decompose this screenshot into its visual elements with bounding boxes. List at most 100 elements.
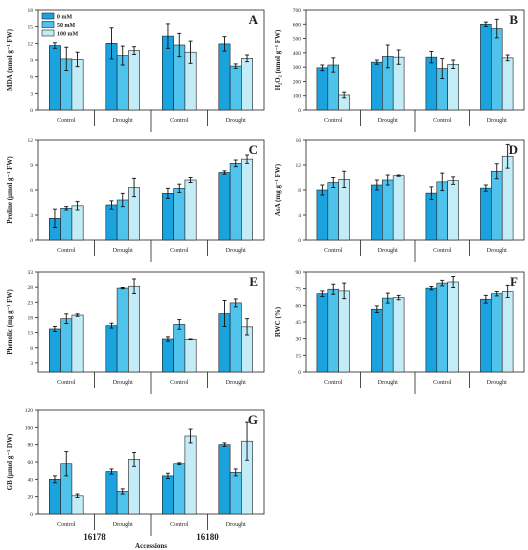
bar-100mm — [501, 57, 514, 111]
bar-50mm — [60, 208, 73, 241]
legend-label: 100 mM — [57, 32, 78, 38]
y-tick-label: 16 — [296, 138, 302, 144]
bar-100mm — [241, 58, 253, 111]
y-tick-label: 75 — [296, 287, 302, 293]
y-tick-label: 8 — [298, 188, 301, 194]
bar-50mm — [116, 491, 129, 515]
bar-100mm — [184, 435, 197, 515]
category-label: Drought — [378, 248, 398, 254]
bar-50mm — [116, 287, 129, 373]
y-tick-label: 15 — [28, 25, 34, 31]
y-tick-label: 80 — [28, 443, 34, 449]
category-label: Drought — [226, 118, 246, 124]
bar-0mm — [316, 67, 329, 111]
bar-50mm — [229, 65, 242, 111]
category-label: Drought — [378, 118, 398, 124]
y-tick-label: 23 — [28, 300, 34, 306]
panel-a: 0 3 6 9 12 15 18 MDA (nmol g⁻¹ FW) A Control Droug… — [6, 8, 265, 132]
bar-0mm — [425, 56, 438, 111]
bar-0mm — [371, 61, 383, 111]
y-tick-label: 0 — [30, 512, 33, 518]
x-axis-title: Accessions — [135, 542, 167, 550]
panel-letter: F — [510, 274, 518, 289]
y-tick-label: 9 — [30, 163, 33, 169]
y-tick-label: 100 — [25, 425, 34, 431]
category-label: Control — [170, 380, 189, 386]
category-label: Control — [324, 118, 343, 124]
panel-letter: A — [249, 12, 259, 27]
y-tick-label: 0 — [298, 238, 301, 244]
bar-50mm — [490, 28, 503, 111]
bar-0mm — [371, 308, 383, 373]
category-label: Drought — [113, 522, 133, 528]
category-label: Drought — [226, 522, 246, 528]
bar-100mm — [392, 56, 405, 111]
bar-50mm — [436, 282, 448, 373]
bar-50mm — [490, 170, 503, 241]
panel-b: 0 100 200 300 400 500 600 700 H₂O₂ (nmol g⁻¹ FW)… — [274, 8, 525, 132]
y-tick-label: 30 — [296, 337, 302, 343]
accession-label: 16180 — [196, 532, 219, 542]
bar-0mm — [316, 293, 329, 373]
y-tick-label: 100 — [293, 94, 302, 100]
y-tick-label: 28 — [28, 285, 34, 291]
bar-0mm — [425, 192, 438, 241]
bar-0mm — [105, 325, 118, 373]
y-tick-label: 20 — [28, 495, 34, 501]
y-tick-label: 18 — [28, 8, 34, 14]
category-label: Control — [433, 248, 452, 254]
category-label: Drought — [226, 248, 246, 254]
category-label: Control — [57, 248, 76, 254]
category-label: Control — [57, 118, 76, 124]
y-tick-label: 12 — [296, 163, 302, 169]
bar-50mm — [490, 293, 503, 373]
y-tick-label: 200 — [293, 79, 302, 85]
bar-100mm — [241, 158, 253, 241]
y-tick-label: 0 — [30, 108, 33, 114]
bar-100mm — [338, 179, 350, 241]
bar-50mm — [173, 324, 186, 373]
bar-50mm — [229, 302, 242, 373]
y-tick-label: 0 — [298, 108, 301, 114]
bar-0mm — [48, 45, 61, 111]
bar-0mm — [316, 189, 329, 241]
bar-0mm — [162, 338, 174, 373]
y-tick-label: 45 — [296, 320, 302, 326]
bar-50mm — [327, 288, 339, 373]
bar-0mm — [105, 204, 118, 241]
bar-100mm — [447, 63, 459, 111]
category-label: Drought — [378, 380, 398, 386]
y-tick-label: 500 — [293, 37, 302, 43]
bar-0mm — [371, 184, 383, 241]
category-label: Control — [324, 380, 343, 386]
category-label: Control — [170, 522, 189, 528]
legend-swatch — [41, 29, 55, 37]
y-tick-label: 8 — [30, 346, 33, 352]
bar-100mm — [392, 297, 405, 373]
legend-swatch — [41, 12, 55, 20]
y-tick-label: 3 — [30, 361, 33, 367]
bar-0mm — [480, 187, 492, 241]
y-tick-label: 12 — [28, 138, 34, 144]
y-axis-label: AsA (mg g⁻¹ FW) — [274, 163, 282, 216]
y-tick-label: 13 — [28, 331, 34, 337]
y-tick-label: 600 — [293, 22, 302, 28]
y-axis-label: GB (μmol g⁻¹ DW) — [6, 433, 14, 490]
legend-label: 50 mM — [57, 23, 75, 29]
bar-0mm — [218, 172, 231, 241]
y-tick-label: 4 — [298, 213, 301, 219]
y-tick-label: 33 — [28, 270, 34, 276]
legend-label: 0 mM — [57, 15, 72, 21]
bar-100mm — [501, 155, 514, 241]
category-label: Drought — [226, 380, 246, 386]
category-label: Drought — [487, 248, 507, 254]
panel-letter: C — [249, 142, 258, 157]
panel-c: 0 3 6 9 12 Proline (μmol g⁻¹ FW) C Control Droug… — [6, 138, 265, 262]
y-tick-label: 120 — [25, 408, 34, 414]
bar-100mm — [71, 314, 84, 373]
panel-letter: D — [509, 142, 518, 157]
category-label: Control — [170, 248, 189, 254]
accession-label: 16178 — [83, 532, 106, 542]
y-axis-label: Proline (μmol g⁻¹ FW) — [6, 156, 14, 224]
y-axis-label: RWC (%) — [274, 306, 282, 337]
